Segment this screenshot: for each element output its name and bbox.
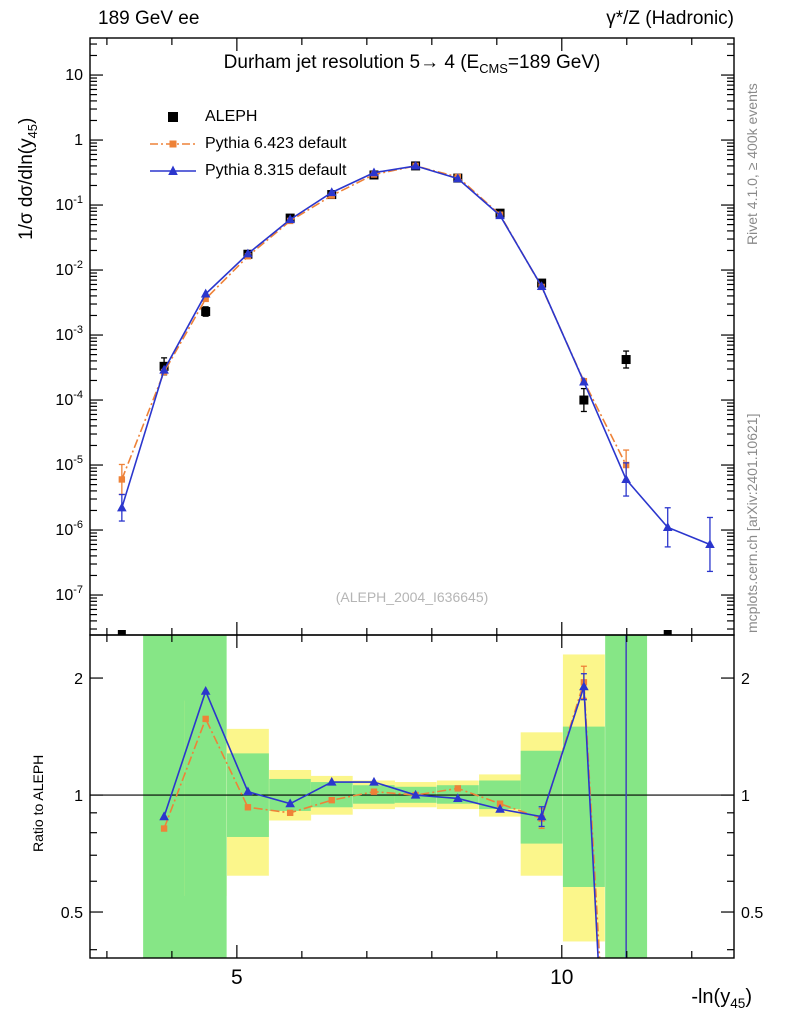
- beam-energy-label: 189 GeV ee: [98, 8, 200, 29]
- svg-text:1: 1: [741, 788, 750, 805]
- svg-text:10-7: 10-7: [55, 584, 83, 604]
- svg-text:1: 1: [74, 788, 83, 805]
- svg-text:5: 5: [231, 966, 243, 989]
- legend-item-pythia8: Pythia 8.315 default: [150, 157, 346, 184]
- svg-text:2: 2: [74, 671, 83, 688]
- pythia6-line-icon: [150, 140, 196, 147]
- svg-text:10-6: 10-6: [55, 519, 83, 539]
- svg-text:10-5: 10-5: [55, 454, 83, 474]
- plot-title-text: Durham jet resolution 5→ 4 (E: [223, 52, 480, 73]
- y-axis-title-text: 1/σ dσ/dln(y: [16, 138, 37, 240]
- main-panel-content: [117, 160, 715, 635]
- ratio-panel-content: [90, 635, 734, 958]
- aleph-marker-icon: [168, 111, 178, 122]
- legend-label-aleph: ALEPH: [205, 107, 258, 125]
- legend-item-aleph: ALEPH: [150, 103, 346, 130]
- ratio-axis-title: Ratio to ALEPH: [30, 754, 46, 852]
- y-axis-title-tail: ): [16, 117, 37, 125]
- legend-label-pythia8: Pythia 8.315 default: [205, 161, 347, 179]
- x-axis-title: -ln(y45): [691, 986, 752, 1011]
- pythia8-line-icon: [150, 165, 196, 175]
- svg-text:10-1: 10-1: [55, 194, 83, 214]
- axes: 10 1 10-1 10-2 10-3 10-4 10-5 10-6 10-7 5 10 0.5 0.5…: [55, 37, 763, 989]
- svg-text:10: 10: [550, 966, 573, 989]
- analysis-id-watermark: (ALEPH_2004_I636645): [335, 589, 489, 605]
- legend-label-pythia6: Pythia 6.423 default: [205, 134, 347, 152]
- legend-item-pythia6: Pythia 6.423 default: [150, 130, 346, 157]
- svg-text:0.5: 0.5: [61, 905, 83, 922]
- mcplots-reference-note: mcplots.cern.ch [arXiv:2401.10621]: [744, 413, 760, 633]
- plot-title: Durham jet resolution 5→ 4 (ECMS=189 GeV…: [90, 52, 734, 76]
- y-axis-title-subscript: 45: [24, 124, 40, 139]
- svg-text:0.5: 0.5: [741, 905, 763, 922]
- x-axis-title-text: -ln(y: [691, 986, 731, 1008]
- x-axis-title-tail: ): [745, 986, 752, 1008]
- x-axis-title-subscript: 45: [730, 996, 746, 1011]
- svg-text:10-3: 10-3: [55, 324, 83, 344]
- plot-title-subscript: CMS: [479, 60, 508, 76]
- svg-text:10-4: 10-4: [55, 389, 83, 409]
- rivet-version-note: Rivet 4.1.0, ≥ 400k events: [744, 83, 760, 245]
- svg-text:10-2: 10-2: [55, 259, 83, 279]
- svg-text:1: 1: [74, 132, 83, 149]
- y-axis-title: 1/σ dσ/dln(y45): [16, 118, 40, 240]
- process-label: γ*/Z (Hadronic): [606, 8, 734, 29]
- legend: ALEPH Pythia 6.423 default Pythia 8.315 …: [150, 103, 346, 184]
- plot-title-tail: =189 GeV): [507, 52, 601, 73]
- svg-text:2: 2: [741, 671, 750, 688]
- svg-text:10: 10: [65, 67, 83, 84]
